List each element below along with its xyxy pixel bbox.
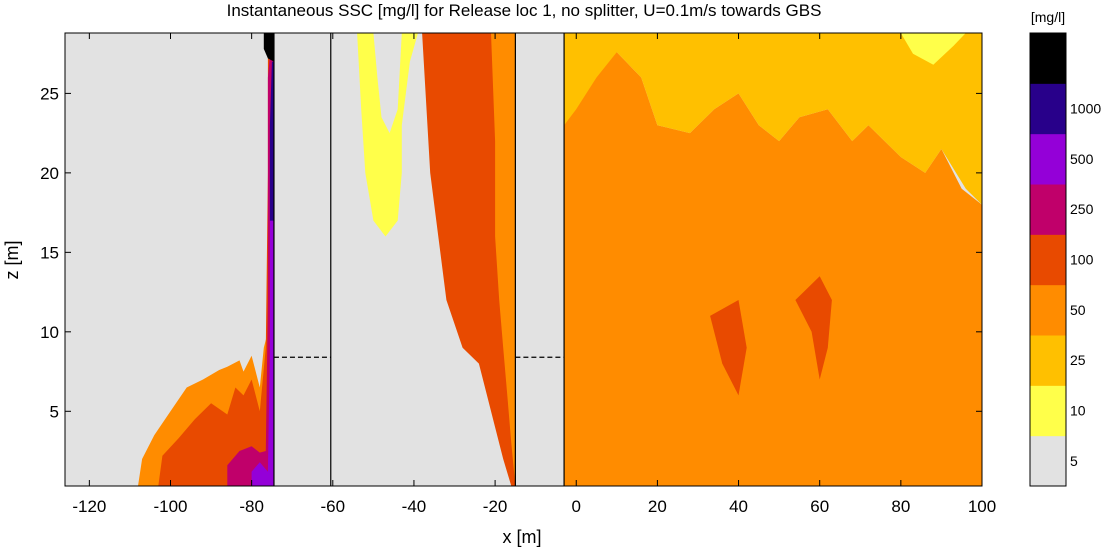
concentration-region-5	[269, 61, 274, 221]
colorbar-label: 1000	[1070, 101, 1101, 117]
concentration-region-13	[491, 33, 516, 486]
x-tick-label: 60	[810, 497, 829, 516]
concentration-region-6	[263, 33, 274, 62]
colorbar-label: 100	[1070, 252, 1094, 268]
x-tick-label: 100	[968, 497, 996, 516]
colorbar-swatch-5	[1030, 184, 1066, 235]
y-tick-label: 10	[40, 323, 59, 342]
concentration-region-1	[138, 33, 274, 486]
colorbar-swatch-7	[1030, 83, 1066, 135]
x-tick-label: -60	[321, 497, 346, 516]
concentration-region-19	[710, 300, 747, 396]
y-tick-label: 5	[50, 402, 59, 421]
x-tick-label: -120	[72, 497, 106, 516]
y-tick-label: 20	[40, 164, 59, 183]
plot-area	[65, 33, 982, 486]
y-tick-label: 15	[40, 243, 59, 262]
colorbar-label: 5	[1070, 453, 1078, 469]
concentration-region-8	[373, 33, 402, 134]
chart-title: Instantaneous SSC [mg/l] for Release loc…	[227, 1, 822, 20]
colorbar-label: 25	[1070, 352, 1086, 368]
x-axis-title: x [m]	[503, 527, 542, 547]
colorbar-label: 500	[1070, 151, 1094, 167]
structure-2	[515, 33, 565, 486]
colorbar-swatch-3	[1030, 284, 1066, 336]
concentration-region-7	[357, 33, 418, 237]
colorbar-label: 10	[1070, 403, 1086, 419]
y-axis: 5 10 15 20 25	[40, 84, 982, 421]
plot-border	[64, 32, 983, 487]
y-tick-label: 25	[40, 84, 59, 103]
plot-frame	[64, 32, 983, 487]
colorbar-border	[1029, 32, 1067, 487]
colorbar-swatch-0	[1030, 435, 1066, 487]
concentration-region-17	[900, 33, 966, 65]
concentration-region-2	[158, 33, 274, 486]
x-tick-label: 0	[572, 497, 581, 516]
x-tick-label: -40	[402, 497, 427, 516]
colorbar-swatch-2	[1030, 335, 1066, 386]
colorbar-swatch-4	[1030, 234, 1066, 286]
concentration-region-15	[564, 45, 982, 486]
structure-1	[273, 33, 331, 486]
colorbar: 5 10 25 50 100 250 500 1000	[1029, 32, 1101, 487]
colorbar-swatch-8	[1030, 33, 1066, 84]
concentration-region-12	[422, 33, 516, 486]
x-axis: -120 -100 -80 -60 -40 -20 0 20 40 60 80 100	[72, 33, 996, 516]
x-tick-label: 40	[729, 497, 748, 516]
colorbar-unit: [mg/l]	[1031, 9, 1065, 25]
concentration-region-18	[795, 276, 832, 380]
colorbar-label: 50	[1070, 302, 1086, 318]
colorbar-swatch-6	[1030, 133, 1066, 185]
colorbar-swatch-1	[1030, 385, 1066, 437]
concentration-region-16	[564, 33, 982, 205]
colorbar-label: 250	[1070, 201, 1094, 217]
x-tick-label: -20	[483, 497, 508, 516]
y-axis-title: z [m]	[2, 241, 22, 280]
x-tick-label: -80	[239, 497, 264, 516]
x-tick-label: 80	[891, 497, 910, 516]
x-tick-label: 20	[648, 497, 667, 516]
x-tick-label: -100	[153, 497, 187, 516]
